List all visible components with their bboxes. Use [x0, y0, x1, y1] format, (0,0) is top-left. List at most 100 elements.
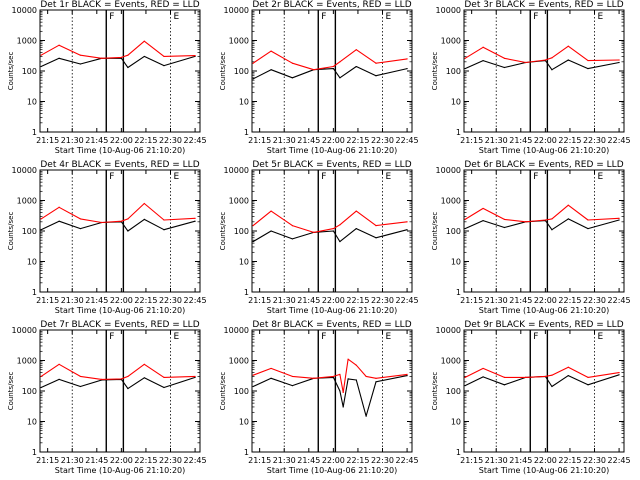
- series-point-events: [375, 381, 377, 383]
- x-tick-label: 22:00: [110, 136, 133, 145]
- series-point-lld: [544, 219, 546, 221]
- series-point-lld: [163, 376, 165, 378]
- series-point-lld: [127, 218, 129, 220]
- series-point-events: [618, 61, 620, 64]
- plot-panel-det-9r: Det 9r BLACK = Events, RED = LLD Start Ti…: [431, 320, 631, 475]
- e-marker-label: E: [386, 172, 392, 182]
- x-tick-label: 21:30: [61, 296, 84, 305]
- series-line-lld: [40, 202, 196, 224]
- y-tick-label: 10000: [12, 166, 37, 175]
- x-tick-label: 22:30: [371, 456, 394, 465]
- x-tick-label: 22:15: [134, 456, 157, 465]
- y-tick-label: 10: [27, 258, 37, 267]
- y-tick-label: 10000: [224, 166, 249, 175]
- series-point-events: [143, 377, 145, 379]
- x-tick-label: 21:15: [460, 296, 483, 305]
- y-axis-label: Counts/sec: [219, 212, 227, 251]
- series-point-events: [464, 385, 466, 387]
- x-axis-label: Start Time (10-Aug-06 21:10:20): [55, 466, 186, 475]
- series-point-events: [40, 386, 42, 389]
- e-marker-label: E: [598, 332, 604, 342]
- f-marker-label: F: [109, 332, 114, 342]
- series-point-events: [58, 57, 60, 59]
- y-tick-label: 10000: [224, 326, 249, 335]
- series-point-events: [365, 415, 367, 417]
- x-tick-label: 22:45: [608, 296, 631, 305]
- y-tick-label: 10: [239, 418, 249, 427]
- series-point-events: [163, 386, 165, 389]
- series-point-lld: [339, 373, 341, 376]
- x-axis-label: Start Time (10-Aug-06 21:10:20): [55, 146, 186, 155]
- y-tick-label: 10: [451, 258, 461, 267]
- plot-frame: [463, 169, 625, 293]
- series-point-events: [482, 219, 484, 222]
- x-tick-label: 22:15: [346, 296, 369, 305]
- series-point-events: [252, 385, 254, 388]
- y-tick-label: 1: [32, 128, 37, 137]
- series-point-lld: [143, 40, 145, 42]
- x-tick-label: 22:00: [534, 456, 557, 465]
- x-tick-label: 21:45: [85, 136, 108, 145]
- plot-title: Det 1r BLACK = Events, RED = LLD: [40, 0, 199, 10]
- y-tick-label: 1: [244, 448, 249, 457]
- x-tick-label: 21:30: [485, 456, 508, 465]
- plot-title: Det 2r BLACK = Events, RED = LLD: [252, 0, 411, 10]
- x-tick-label: 22:00: [322, 296, 345, 305]
- y-tick-label: 10: [451, 418, 461, 427]
- series-line-events: [252, 228, 408, 243]
- x-tick-label: 22:45: [184, 296, 207, 305]
- series-point-events: [347, 378, 349, 380]
- x-tick-label: 21:15: [248, 296, 271, 305]
- x-tick-label: 22:15: [134, 296, 157, 305]
- plot-panel-det-5r: Det 5r BLACK = Events, RED = LLD Start Ti…: [219, 160, 419, 315]
- series-line-events: [464, 59, 620, 71]
- series-point-lld: [544, 375, 546, 378]
- series-point-events: [291, 77, 294, 79]
- series-point-lld: [342, 391, 344, 393]
- plot-frame: [463, 9, 625, 133]
- series-point-events: [127, 387, 129, 390]
- y-axis-label: Counts/sec: [7, 212, 15, 251]
- series-point-lld: [58, 44, 60, 46]
- y-tick-label: 10000: [436, 326, 461, 335]
- series-point-events: [464, 67, 466, 70]
- y-tick-label: 100: [22, 387, 37, 396]
- y-tick-label: 1000: [17, 37, 37, 46]
- series-point-events: [40, 229, 42, 231]
- series-point-lld: [120, 220, 122, 222]
- series-point-events: [503, 226, 506, 229]
- y-tick-label: 100: [446, 67, 461, 76]
- plot-panel-det-4r: Det 4r BLACK = Events, RED = LLD Start Ti…: [7, 160, 207, 315]
- x-tick-label: 22:00: [534, 296, 557, 305]
- series-point-lld: [252, 374, 254, 376]
- series-point-events: [464, 227, 466, 230]
- series-point-lld: [58, 206, 60, 208]
- series-point-events: [587, 384, 589, 386]
- y-tick-label: 100: [446, 387, 461, 396]
- x-axis-label: Start Time (10-Aug-06 21:10:20): [267, 306, 398, 315]
- f-marker-label: F: [321, 172, 326, 182]
- series-point-lld: [143, 202, 145, 205]
- series-point-lld: [355, 364, 357, 366]
- series-point-events: [482, 376, 484, 378]
- series-point-lld: [365, 375, 367, 378]
- plot-panel-det-1r: Det 1r BLACK = Events, RED = LLD Start Ti…: [7, 0, 207, 155]
- series-point-events: [79, 63, 82, 65]
- y-tick-label: 1000: [441, 197, 461, 206]
- series-point-lld: [120, 378, 122, 380]
- x-tick-label: 21:30: [485, 296, 508, 305]
- y-tick-label: 100: [22, 67, 37, 76]
- x-tick-label: 21:30: [273, 456, 296, 465]
- series-point-events: [587, 67, 589, 70]
- series-point-lld: [127, 54, 129, 56]
- series-point-events: [618, 374, 620, 376]
- x-axis-label: Start Time (10-Aug-06 21:10:20): [479, 146, 610, 155]
- series-point-lld: [40, 218, 42, 220]
- series-point-lld: [332, 375, 334, 378]
- x-axis-label: Start Time (10-Aug-06 21:10:20): [267, 466, 398, 475]
- series-line-lld: [40, 363, 196, 380]
- series-point-lld: [291, 62, 294, 64]
- series-point-lld: [551, 218, 553, 220]
- plot-panel-det-8r: Det 8r BLACK = Events, RED = LLD Start Ti…: [219, 320, 419, 475]
- series-point-lld: [525, 221, 527, 223]
